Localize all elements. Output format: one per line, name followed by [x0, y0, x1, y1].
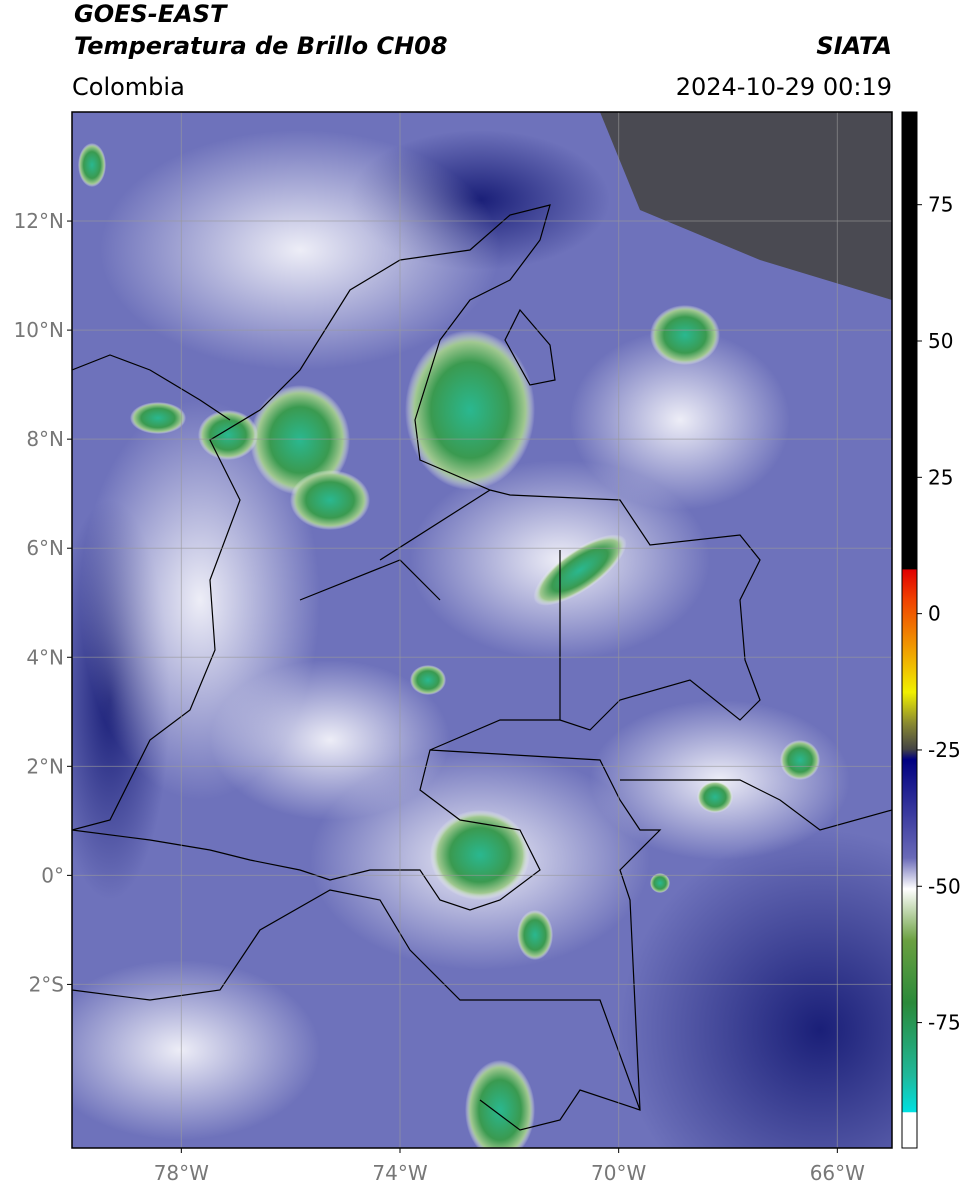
satellite: GOES-EAST — [74, 0, 228, 28]
lat-tick-label: 2°S — [29, 972, 64, 996]
lon-tick-label: 70°W — [591, 1161, 646, 1185]
product: Temperatura de Brillo CH08 — [74, 32, 448, 60]
lat-tick-label: 0° — [41, 863, 64, 887]
source: SIATA — [816, 32, 892, 60]
colorbar-tick-label: -25 — [928, 738, 961, 762]
lat-tick-label: 8°N — [26, 427, 64, 451]
satellite-image — [72, 112, 892, 1148]
colorbar-tick-label: 50 — [928, 329, 953, 353]
lon-tick-label: 74°W — [372, 1161, 427, 1185]
colorbar-tick-label: -75 — [928, 1011, 961, 1035]
colorbar — [901, 111, 918, 1149]
grid — [72, 112, 892, 1148]
colorbar-tick-label: 25 — [928, 465, 953, 489]
lon-tick-label: 78°W — [154, 1161, 209, 1185]
lon-tick-label: 66°W — [810, 1161, 865, 1185]
region: Colombia — [72, 73, 185, 101]
lat-tick-label: 4°N — [26, 645, 64, 669]
lat-tick-label: 6°N — [26, 536, 64, 560]
colorbar-tick-label: 75 — [928, 193, 953, 217]
map-frame — [71, 111, 893, 1149]
datetime: 2024-10-29 00:19 — [676, 73, 892, 101]
lat-tick-label: 2°N — [26, 754, 64, 778]
lat-tick-label: 10°N — [14, 318, 64, 342]
colorbar-tick-label: 0 — [928, 602, 941, 626]
lat-tick-label: 12°N — [14, 209, 64, 233]
colorbar-tick-label: -50 — [928, 874, 961, 898]
